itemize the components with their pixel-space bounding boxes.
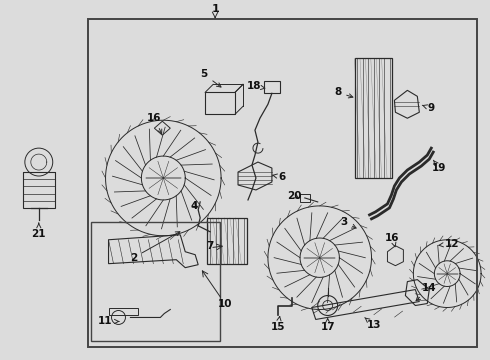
Text: 3: 3 — [340, 217, 356, 228]
Text: 12: 12 — [439, 239, 460, 249]
Text: 18: 18 — [247, 81, 265, 91]
Bar — [300, 194, 310, 202]
Bar — [91, 222, 220, 341]
Bar — [23, 172, 55, 208]
Bar — [98, 113, 228, 243]
Text: 14: 14 — [416, 283, 437, 301]
Text: 15: 15 — [270, 316, 285, 332]
Text: 17: 17 — [320, 319, 335, 332]
Text: 20: 20 — [288, 191, 302, 201]
Text: 6: 6 — [272, 172, 286, 182]
Text: 2: 2 — [130, 232, 180, 263]
Text: 8: 8 — [334, 87, 353, 98]
Text: 5: 5 — [200, 69, 221, 87]
Bar — [205, 92, 235, 114]
Text: 21: 21 — [31, 223, 46, 239]
Text: 4: 4 — [191, 201, 198, 211]
Text: 10: 10 — [218, 298, 232, 309]
Bar — [88, 19, 477, 347]
Text: 9: 9 — [422, 103, 435, 113]
Text: 19: 19 — [432, 160, 446, 173]
Bar — [207, 218, 247, 264]
Text: 1: 1 — [211, 4, 219, 14]
Bar — [108, 307, 138, 315]
Text: 16: 16 — [147, 113, 162, 134]
Text: 11: 11 — [98, 316, 119, 327]
Bar — [264, 81, 280, 93]
Bar — [355, 58, 392, 178]
Text: 16: 16 — [385, 233, 400, 247]
Text: 7: 7 — [206, 241, 214, 251]
Text: 13: 13 — [365, 318, 382, 330]
